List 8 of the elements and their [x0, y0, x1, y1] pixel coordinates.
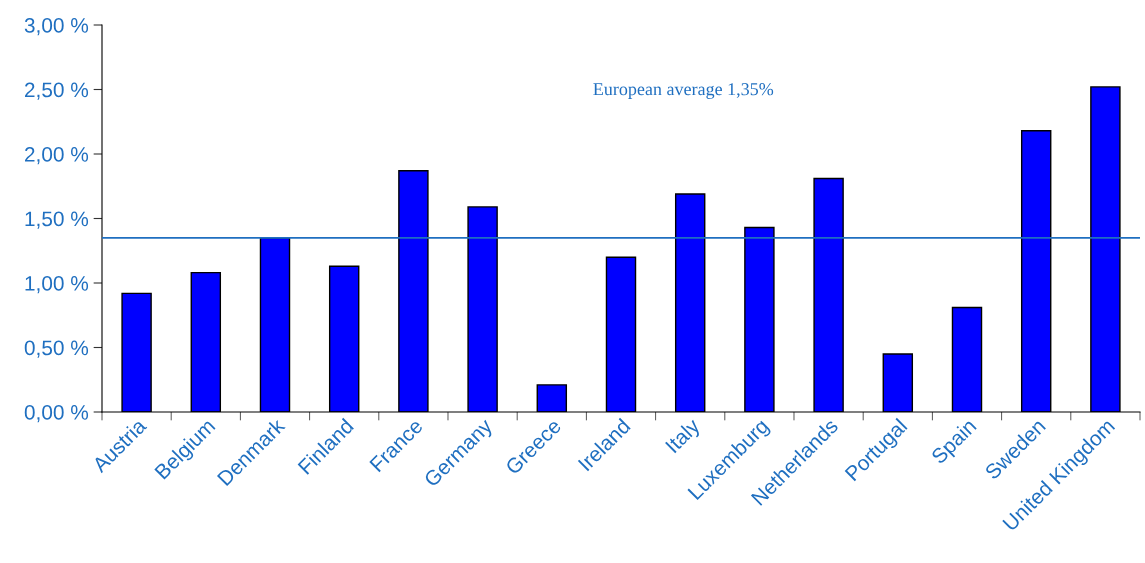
y-tick-label: 1,00 % — [25, 276, 89, 294]
y-tick-label: 1,50 % — [25, 211, 89, 229]
ref-line-label: European average 1,35% — [593, 83, 774, 99]
y-tick-label: 2,00 % — [25, 147, 89, 165]
y-tick-label: 2,50 % — [25, 82, 89, 100]
y-tick-label: 0,50 % — [24, 340, 89, 358]
y-tick-label: 0,00 % — [24, 405, 89, 423]
y-tick-label: 3,00 % — [24, 18, 89, 36]
